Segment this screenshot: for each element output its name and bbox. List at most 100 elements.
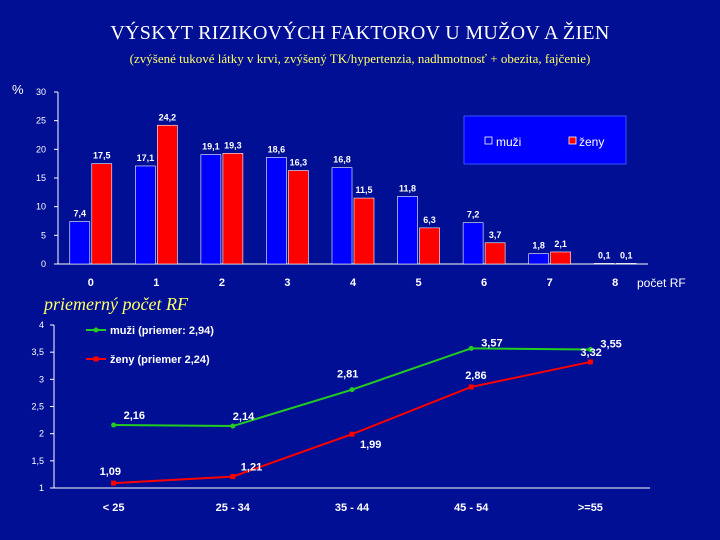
- legend-marker-women: [93, 356, 99, 362]
- bar-men: [462, 222, 484, 265]
- y-tick-label-2: 3: [39, 374, 44, 384]
- point-men: [111, 422, 117, 428]
- bar-men: [593, 263, 615, 265]
- point-women: [230, 474, 236, 480]
- legend-label-women-2: ženy (priemer 2,24): [110, 354, 210, 366]
- line-data-label: 1,21: [241, 462, 262, 474]
- bar-data-label: 16,3: [290, 158, 308, 168]
- legend-label-women: ženy: [579, 135, 604, 149]
- line-data-label: 2,81: [337, 369, 358, 381]
- slide-subtitle: (zvýšené tukové látky v krvi, zvýšený TK…: [129, 51, 591, 66]
- x-tick-label: 8: [612, 277, 618, 289]
- x-tick-label: 2: [219, 277, 225, 289]
- x-tick-label: 5: [415, 277, 421, 289]
- bar-men: [397, 196, 418, 265]
- x-axis-label: počet RF: [637, 276, 686, 290]
- bar-data-label: 0,1: [598, 250, 611, 260]
- bar-women: [353, 197, 375, 265]
- line-data-label: 2,16: [124, 410, 145, 422]
- y-tick-label: 30: [36, 87, 46, 97]
- bar-data-label: 0,1: [620, 250, 633, 260]
- bar-women: [157, 124, 178, 265]
- bar-data-label: 7,4: [74, 209, 87, 219]
- y-tick-label: 20: [36, 144, 46, 154]
- bar-men: [266, 157, 287, 265]
- point-women: [468, 384, 474, 390]
- bar-data-label: 7,2: [467, 210, 480, 220]
- bar-data-label: 2,1: [554, 239, 567, 249]
- bar-data-label: 1,8: [532, 241, 545, 251]
- line-data-label: 1,09: [100, 466, 121, 478]
- bar-men: [528, 253, 549, 265]
- bar-data-label: 6,3: [423, 215, 436, 225]
- x-tick-label-2: 45 - 54: [454, 502, 489, 514]
- x-tick-label: 3: [284, 277, 290, 289]
- bar-data-label: 17,1: [137, 153, 155, 163]
- x-tick-label: 7: [547, 277, 553, 289]
- bar-data-label: 19,1: [202, 141, 220, 151]
- point-men: [587, 346, 593, 352]
- y-tick-label-2: 2,5: [31, 402, 44, 412]
- line-legend: muži (priemer: 2,94) ženy (priemer 2,24): [86, 325, 214, 366]
- bar-women: [550, 251, 571, 265]
- bar-women: [288, 170, 309, 265]
- x-tick-label-2: 35 - 44: [335, 502, 370, 514]
- line-data-label: 3,32: [580, 347, 601, 359]
- bar-women: [484, 242, 506, 265]
- bar-data-label: 24,2: [159, 112, 177, 122]
- legend-swatch-men: [484, 136, 493, 145]
- y-tick-label-2: 4: [39, 320, 44, 330]
- bar-data-label: 3,7: [489, 230, 502, 240]
- y-tick-label-2: 1: [39, 483, 44, 493]
- bar-data-label: 19,3: [224, 140, 242, 150]
- bar-data-label: 17,5: [93, 151, 111, 161]
- x-tick-label-2: < 25: [103, 502, 125, 514]
- bar-data-label: 11,8: [399, 183, 416, 193]
- bar-women: [91, 163, 113, 265]
- x-tick-label: 6: [481, 277, 487, 289]
- x-tick-label-2: 25 - 34: [216, 502, 251, 514]
- line-data-label: 2,14: [233, 411, 255, 423]
- point-women: [587, 359, 593, 365]
- bar-data-label: 11,5: [355, 185, 372, 195]
- legend-label-men-2: muži (priemer: 2,94): [110, 325, 214, 337]
- bar-data-label: 16,8: [333, 155, 351, 165]
- line-data-label: 3,55: [600, 338, 621, 350]
- legend-label-men: muži: [496, 135, 521, 149]
- bar-data-label: 18,6: [268, 144, 286, 154]
- y-tick-label-2: 2: [39, 429, 44, 439]
- line-chart-heading: priemerný počet RF: [44, 294, 188, 314]
- point-men: [468, 345, 474, 351]
- bar-women: [419, 227, 440, 265]
- bar-men: [200, 154, 222, 265]
- line-data-label: 2,86: [465, 370, 486, 382]
- bar-women: [222, 153, 244, 265]
- series-line-men: [113, 347, 591, 428]
- y-axis-label: %: [12, 82, 24, 97]
- legend-swatch-women: [568, 136, 577, 145]
- bar-men: [135, 165, 156, 265]
- series-line-women: [113, 360, 591, 485]
- y-tick-label: 15: [36, 173, 46, 183]
- slide-title: VÝSKYT RIZIKOVÝCH FAKTOROV U MUŽOV A ŽIE…: [110, 22, 610, 44]
- y-tick-label: 5: [41, 230, 46, 240]
- x-tick-label: 0: [88, 277, 94, 289]
- point-men: [349, 387, 355, 393]
- bar-legend: muži ženy: [463, 115, 627, 165]
- y-tick-label: 25: [36, 116, 46, 126]
- bar-chart: % počet RF 0 5 10 15 20 25 30 0 7,4 17,5 1 17,1 24,2 2 1…: [12, 82, 686, 290]
- y-tick-label: 10: [36, 202, 46, 212]
- legend-marker-men: [93, 327, 99, 333]
- y-tick-label-2: 3,5: [31, 347, 44, 357]
- bar-women: [615, 263, 637, 265]
- line-data-label: 3,57: [481, 337, 502, 349]
- bar-men: [331, 167, 353, 265]
- y-tick-label: 0: [41, 259, 46, 269]
- point-women: [349, 431, 355, 437]
- x-tick-label-2: >=55: [578, 502, 603, 514]
- point-women: [111, 480, 117, 486]
- x-tick-label: 4: [350, 277, 357, 289]
- y-tick-label-2: 1,5: [31, 456, 44, 466]
- line-data-label: 1,99: [360, 439, 381, 451]
